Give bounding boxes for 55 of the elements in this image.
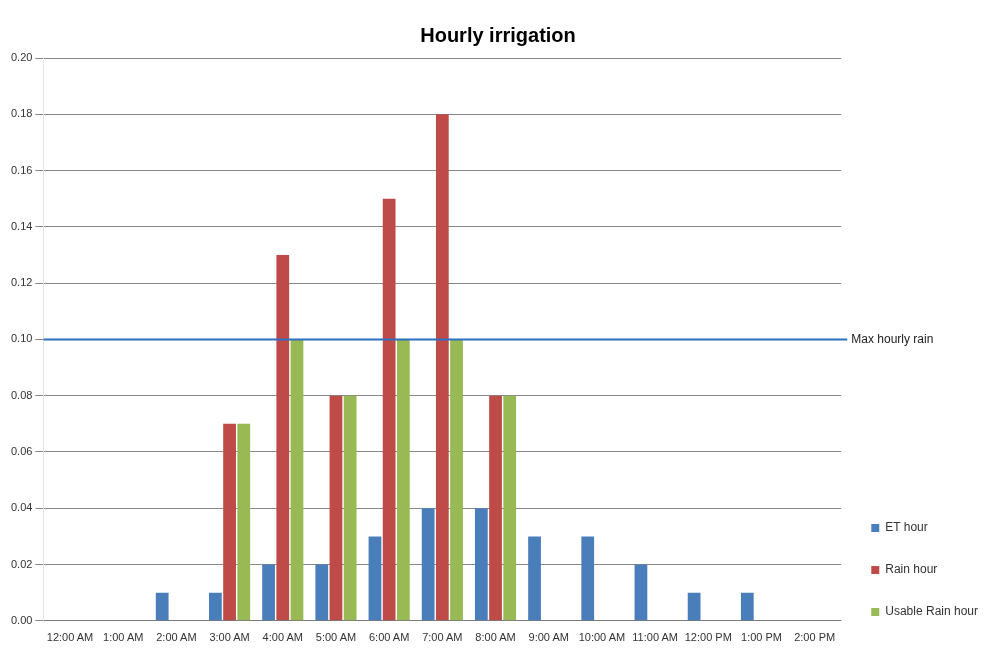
ref-line-label: Max hourly rain [851,331,934,346]
legend-label: ET hour [885,520,928,535]
bar [634,564,648,621]
bar [474,508,488,621]
bar [450,339,463,621]
bar [237,423,251,621]
bar [262,564,275,621]
y-tick-label: 0.18 [10,107,33,120]
x-tick-label: 1:00 AM [103,631,144,644]
x-tick-label: 4:00 AM [262,631,303,644]
x-tick-label: 9:00 AM [528,631,569,644]
bar [343,395,357,621]
bar [396,339,410,621]
bar [503,395,517,621]
x-tick-label: 10:00 AM [578,631,626,644]
x-tick-label: 5:00 AM [315,631,357,644]
chart-title: Hourly irrigation [420,23,576,46]
bar [581,536,595,621]
x-tick-label: 8:00 AM [475,631,516,644]
bar [382,198,396,621]
y-tick-label: 0.10 [10,332,33,345]
y-tick-label: 0.06 [10,444,33,457]
x-tick-label: 7:00 AM [422,631,463,644]
x-tick-label: 11:00 AM [632,631,678,644]
bar [290,339,304,621]
bar [155,592,169,621]
bar [740,592,754,621]
y-tick-label: 0.02 [10,557,33,570]
x-tick-label: 12:00 PM [684,631,732,644]
x-tick-label: 3:00 AM [209,631,250,644]
y-tick-label: 0.12 [10,276,33,289]
x-tick-label: 1:00 PM [741,631,782,644]
x-tick-label: 12:00 AM [46,631,94,644]
x-tick-label: 2:00 AM [156,631,197,644]
y-tick-label: 0.00 [10,613,33,626]
bar [276,254,290,621]
bar [489,395,502,621]
y-tick-label: 0.20 [10,51,33,64]
bar [368,536,382,621]
legend-label: Rain hour [885,562,938,577]
bar [435,114,449,621]
bar [421,508,435,621]
bar [223,423,236,621]
y-tick-label: 0.14 [10,219,33,232]
y-tick-label: 0.08 [10,388,33,401]
x-tick-label: 2:00 PM [794,631,836,644]
bar [528,536,541,621]
bar [315,564,329,621]
bar [209,592,222,621]
x-tick-label: 6:00 AM [368,631,410,644]
legend-label: Usable Rain hour [885,604,978,619]
bar [687,592,701,621]
y-tick-label: 0.04 [10,501,33,514]
bar [329,395,343,621]
y-tick-label: 0.16 [10,163,33,176]
